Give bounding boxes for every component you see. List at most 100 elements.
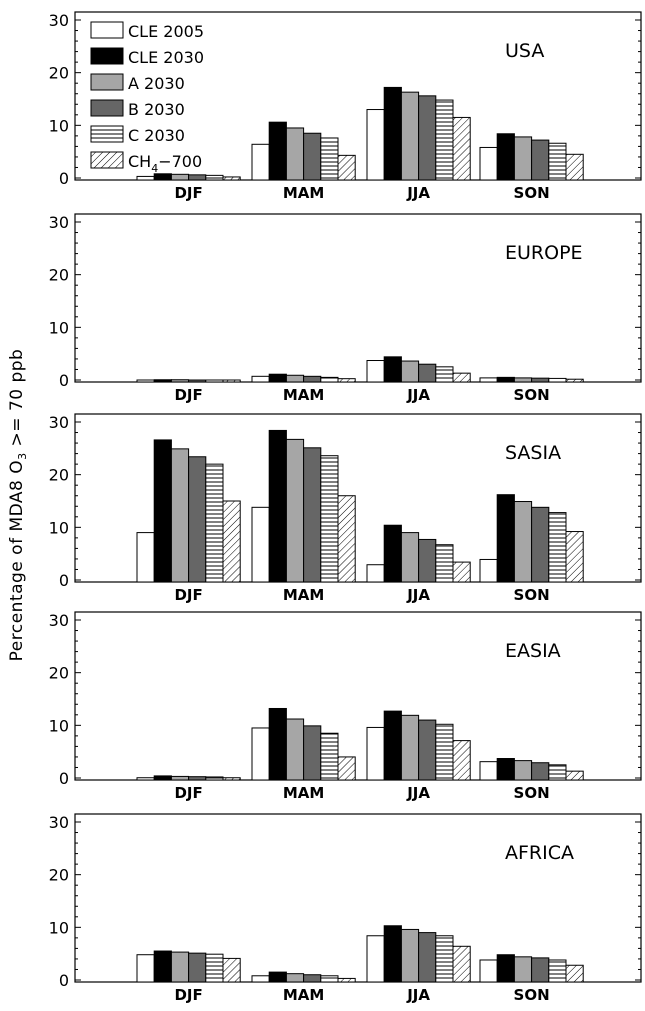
bar-africa-jja-cle-2030 — [383, 925, 402, 983]
x-tick-label: SON — [514, 386, 550, 404]
y-tick-label: 20 — [49, 266, 69, 285]
x-tick-label: DJF — [174, 586, 202, 604]
bar-easia-jja-b-2030 — [418, 719, 437, 781]
bar-easia-son-ch4-700 — [565, 770, 584, 781]
y-tick-label: 0 — [59, 371, 69, 390]
bar-usa-djf-c-2030 — [205, 174, 224, 181]
bar-usa-jja-b-2030 — [418, 95, 437, 181]
bar-sasia-jja-b-2030 — [418, 538, 437, 583]
plot-frame — [74, 813, 642, 983]
y-tick-label: 20 — [49, 664, 69, 683]
panel-sasia: 0 10 20 30 DJF MAM JJA SON SASIA — [49, 413, 642, 604]
y-tick-label: 30 — [49, 413, 69, 432]
bar-easia-son-b-2030 — [531, 762, 550, 781]
bar-usa-djf-ch4-700 — [222, 176, 241, 181]
bar-europe-mam-a-2030 — [285, 374, 305, 383]
bar-usa-jja-a-2030 — [400, 91, 420, 181]
bar-sasia-djf-cle-2030 — [153, 439, 172, 583]
bar-europe-mam-b-2030 — [303, 375, 322, 383]
bar-europe-son-a-2030 — [513, 377, 533, 383]
panel-usa: 0 10 20 30 DJF MAM JJA SON USA — [49, 11, 642, 202]
bar-africa-djf-a-2030 — [170, 951, 190, 983]
y-tick-label: 0 — [59, 769, 69, 788]
y-tick-label: 10 — [49, 716, 69, 735]
bar-africa-jja-cle-2005 — [366, 935, 385, 983]
y-tick-label: 30 — [49, 611, 69, 630]
plot-frame — [74, 413, 642, 583]
bar-easia-mam-ch4-700 — [337, 756, 356, 781]
bar-sasia-jja-a-2030 — [400, 532, 420, 583]
bar-usa-jja-cle-2005 — [366, 109, 385, 181]
y-tick-label: 0 — [59, 971, 69, 990]
bar-africa-jja-a-2030 — [400, 928, 420, 983]
bar-usa-son-ch4-700 — [565, 153, 584, 181]
bar-europe-mam-ch4-700 — [337, 378, 356, 383]
panel-europe: 0 10 20 30 DJF MAM JJA SON EUROPE — [49, 213, 642, 404]
bar-sasia-son-ch4-700 — [565, 531, 584, 583]
bar-easia-mam-cle-2030 — [268, 707, 287, 781]
bar-sasia-mam-cle-2030 — [268, 429, 287, 583]
legend-item: A 2030 — [90, 73, 185, 93]
bar-easia-djf-cle-2030 — [153, 775, 172, 781]
region-label: USA — [505, 40, 544, 62]
bar-sasia-jja-ch4-700 — [452, 561, 471, 583]
bar-usa-son-cle-2030 — [496, 133, 515, 181]
bar-easia-son-c-2030 — [548, 764, 567, 781]
bar-europe-djf-b-2030 — [188, 379, 207, 383]
bar-europe-jja-cle-2030 — [383, 356, 402, 383]
bar-sasia-mam-a-2030 — [285, 438, 305, 583]
bar-africa-son-a-2030 — [513, 956, 533, 983]
y-axis-label-threshold: >= 70 ppb — [6, 348, 27, 453]
bar-europe-mam-cle-2030 — [268, 373, 287, 383]
y-tick-label: 0 — [59, 571, 69, 590]
bar-europe-djf-c-2030 — [205, 379, 224, 383]
bar-africa-mam-cle-2005 — [251, 975, 270, 983]
y-axis-label-main: Percentage of MDA8 O — [6, 459, 27, 662]
bar-europe-son-b-2030 — [531, 377, 550, 383]
bar-europe-djf-cle-2005 — [136, 379, 155, 383]
bar-sasia-jja-cle-2005 — [366, 564, 385, 583]
legend-label: A 2030 — [128, 74, 185, 93]
bar-europe-jja-a-2030 — [400, 360, 420, 383]
x-tick-label: MAM — [283, 184, 324, 202]
bar-sasia-mam-b-2030 — [303, 447, 322, 583]
bar-africa-djf-b-2030 — [188, 952, 207, 983]
bar-sasia-son-b-2030 — [531, 506, 550, 583]
bar-africa-son-ch4-700 — [565, 964, 584, 983]
bar-easia-djf-a-2030 — [170, 775, 190, 781]
bar-africa-son-b-2030 — [531, 957, 550, 983]
y-tick-label: 30 — [49, 813, 69, 832]
bar-europe-djf-ch4-700 — [222, 379, 241, 383]
bar-easia-jja-c-2030 — [435, 723, 454, 781]
bar-africa-mam-a-2030 — [285, 973, 305, 983]
x-tick-label: SON — [514, 184, 550, 202]
bar-usa-son-b-2030 — [531, 139, 550, 181]
bar-easia-jja-a-2030 — [400, 714, 420, 781]
legend-item: CH4−700 — [90, 151, 202, 175]
bar-africa-mam-c-2030 — [320, 975, 339, 983]
bar-europe-mam-c-2030 — [320, 376, 339, 383]
bar-sasia-djf-b-2030 — [188, 456, 207, 583]
legend-label: CH4−700 — [128, 152, 202, 175]
y-tick-label: 30 — [49, 11, 69, 30]
bar-africa-djf-c-2030 — [205, 953, 224, 983]
x-tick-label: JJA — [406, 784, 430, 802]
bar-africa-jja-b-2030 — [418, 932, 437, 983]
legend: CLE 2005 CLE 2030 A 2030 B 2030 C 2030 CH4−70… — [90, 21, 204, 175]
bar-africa-jja-c-2030 — [435, 935, 454, 983]
x-tick-label: SON — [514, 586, 550, 604]
x-tick-label: SON — [514, 986, 550, 1004]
panel-africa: 0 10 20 30 DJF MAM JJA SON AFRICA — [49, 813, 642, 1004]
bar-africa-mam-ch4-700 — [337, 977, 356, 983]
panels-group: 0 10 20 30 DJF MAM JJA SON USA 0 10 20 30 DJF MAM JJA SO… — [49, 11, 642, 1004]
bar-sasia-djf-c-2030 — [205, 463, 224, 583]
bar-usa-djf-b-2030 — [188, 174, 207, 181]
bar-sasia-jja-cle-2030 — [383, 524, 402, 583]
bar-europe-son-cle-2005 — [479, 377, 498, 383]
bar-africa-djf-cle-2005 — [136, 954, 155, 983]
bar-usa-djf-a-2030 — [170, 173, 190, 181]
bar-africa-son-cle-2030 — [496, 954, 515, 983]
bar-africa-mam-b-2030 — [303, 974, 322, 983]
bar-easia-djf-ch4-700 — [222, 777, 241, 781]
plot-frame — [74, 213, 642, 383]
